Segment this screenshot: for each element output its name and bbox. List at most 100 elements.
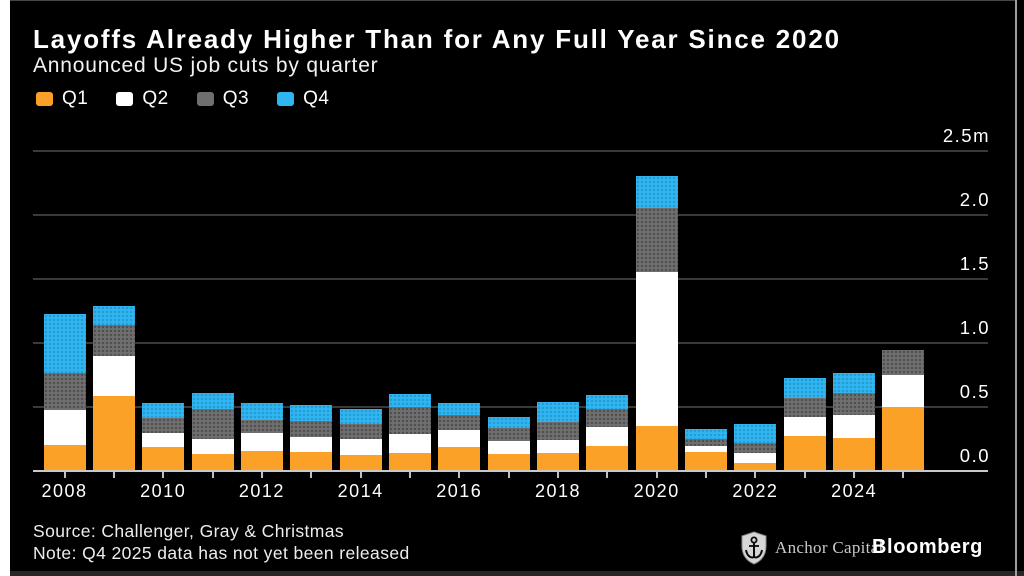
legend-swatch-Q3: [196, 92, 214, 106]
bar-2021-Q1: [685, 451, 728, 471]
x-axis-tick-2012: [260, 472, 263, 478]
bar-2018-Q3: [537, 422, 579, 441]
bar-2020-Q1: [635, 426, 678, 471]
legend-item-Q2: Q2: [116, 88, 168, 110]
legend-label-Q2: Q2: [142, 88, 169, 109]
bar-2011-Q1: [191, 453, 234, 471]
x-axis-tick-2020: [655, 472, 658, 478]
bar-2016-Q1: [438, 447, 481, 471]
bar-2016-Q4: [438, 403, 481, 415]
bar-2014-Q1: [339, 455, 382, 471]
x-axis-label-2008: 2008: [41, 480, 88, 501]
legend-label-Q3: Q3: [222, 88, 250, 109]
bar-2025-Q3: [882, 349, 925, 376]
bar-2021-Q3: [685, 439, 728, 446]
x-axis-tick-2023: [803, 472, 806, 478]
y-axis-label-0.5: 0.5: [959, 380, 990, 402]
bar-2017-Q2: [487, 441, 530, 455]
legend-swatch-Q4: [277, 92, 295, 106]
bar-2012-Q4: [240, 403, 283, 420]
bar-2015-Q1: [388, 452, 431, 471]
bar-2024-Q3: [833, 392, 876, 416]
bar-2013-Q1: [290, 451, 333, 471]
bar-2022-Q1: [734, 463, 777, 471]
x-axis-tick-2019: [606, 472, 609, 478]
bar-2020-Q4: [635, 175, 678, 209]
x-axis-tick-2021: [705, 472, 708, 478]
x-axis-label-2016: 2016: [436, 480, 483, 501]
x-axis-tick-2015: [408, 472, 411, 478]
bar-2013-Q2: [290, 437, 333, 452]
bar-2021-Q2: [685, 445, 728, 452]
bar-2018-Q4: [537, 401, 579, 423]
source-note: Source: Challenger, Gray & Christmas: [33, 521, 345, 541]
x-axis-tick-2013: [310, 472, 313, 478]
x-axis-tick-2017: [507, 472, 510, 478]
x-axis-label-2014: 2014: [337, 480, 384, 501]
bar-2009-Q4: [92, 305, 135, 326]
bar-2021-Q4: [685, 429, 728, 440]
bar-2013-Q4: [290, 405, 333, 421]
bar-2018-Q2: [537, 440, 579, 453]
bar-2017-Q1: [487, 454, 530, 471]
bar-2019-Q2: [586, 427, 629, 447]
bar-2023-Q2: [783, 416, 826, 436]
x-axis-tick-2011: [211, 472, 214, 478]
bar-2016-Q2: [438, 430, 481, 448]
legend-swatch-Q1: [36, 92, 53, 106]
x-axis-label-2022: 2022: [732, 480, 779, 501]
bar-2008-Q4: [43, 313, 86, 373]
page-left-margin: [0, 0, 10, 576]
bar-2022-Q2: [734, 453, 777, 464]
legend-label-Q4: Q4: [303, 88, 330, 109]
bar-2009-Q2: [92, 355, 135, 397]
bar-2010-Q1: [142, 447, 185, 471]
x-axis-label-2020: 2020: [633, 480, 680, 501]
bar-2012-Q2: [240, 432, 283, 451]
gridline-2.0: [33, 213, 988, 216]
anchor-capital-logo: [741, 531, 767, 570]
anchor-shield-icon: [741, 531, 767, 565]
bar-2017-Q3: [487, 428, 530, 442]
top-edge-line: [10, 0, 1016, 1]
bar-2008-Q2: [43, 409, 86, 445]
bar-2012-Q1: [240, 450, 283, 471]
x-axis-tick-2022: [754, 472, 757, 478]
bar-2009-Q1: [92, 396, 135, 471]
bar-2014-Q3: [339, 424, 382, 440]
y-axis-label-1.5: 1.5: [959, 252, 990, 274]
bar-2023-Q1: [783, 435, 826, 471]
x-axis-tick-2010: [162, 472, 165, 478]
bar-2015-Q4: [388, 394, 431, 408]
x-axis-tick-2016: [458, 472, 461, 478]
gridline-1.0: [33, 341, 988, 344]
bar-2019-Q4: [586, 394, 629, 410]
bar-2023-Q3: [783, 397, 826, 417]
bar-2020-Q3: [635, 208, 678, 272]
legend-item-Q4: Q4: [277, 88, 329, 110]
x-axis-tick-2024: [853, 472, 856, 478]
bar-2019-Q3: [586, 409, 629, 428]
bar-2015-Q3: [388, 407, 431, 434]
bar-2011-Q2: [191, 439, 234, 454]
bar-2014-Q2: [339, 439, 382, 456]
legend-item-Q3: Q3: [196, 88, 250, 110]
bar-2018-Q1: [537, 452, 579, 471]
bar-2011-Q4: [191, 392, 234, 410]
bar-2024-Q2: [833, 415, 876, 438]
x-axis-label-2018: 2018: [534, 480, 582, 501]
chart-title: Layoffs Already Higher Than for Any Full…: [33, 24, 841, 54]
x-axis-label-2024: 2024: [831, 480, 878, 501]
bar-2022-Q3: [734, 442, 777, 454]
bar-2022-Q4: [734, 423, 777, 443]
x-axis-tick-2014: [359, 472, 362, 478]
bar-2024-Q4: [833, 373, 876, 393]
bottom-edge-strip: [10, 571, 1024, 576]
x-axis-label-2010: 2010: [140, 480, 187, 501]
bar-2020-Q2: [635, 271, 678, 427]
bar-2010-Q4: [142, 402, 185, 418]
legend-swatch-Q2: [116, 92, 134, 106]
bar-2015-Q2: [388, 433, 431, 453]
bar-2012-Q3: [240, 419, 283, 433]
